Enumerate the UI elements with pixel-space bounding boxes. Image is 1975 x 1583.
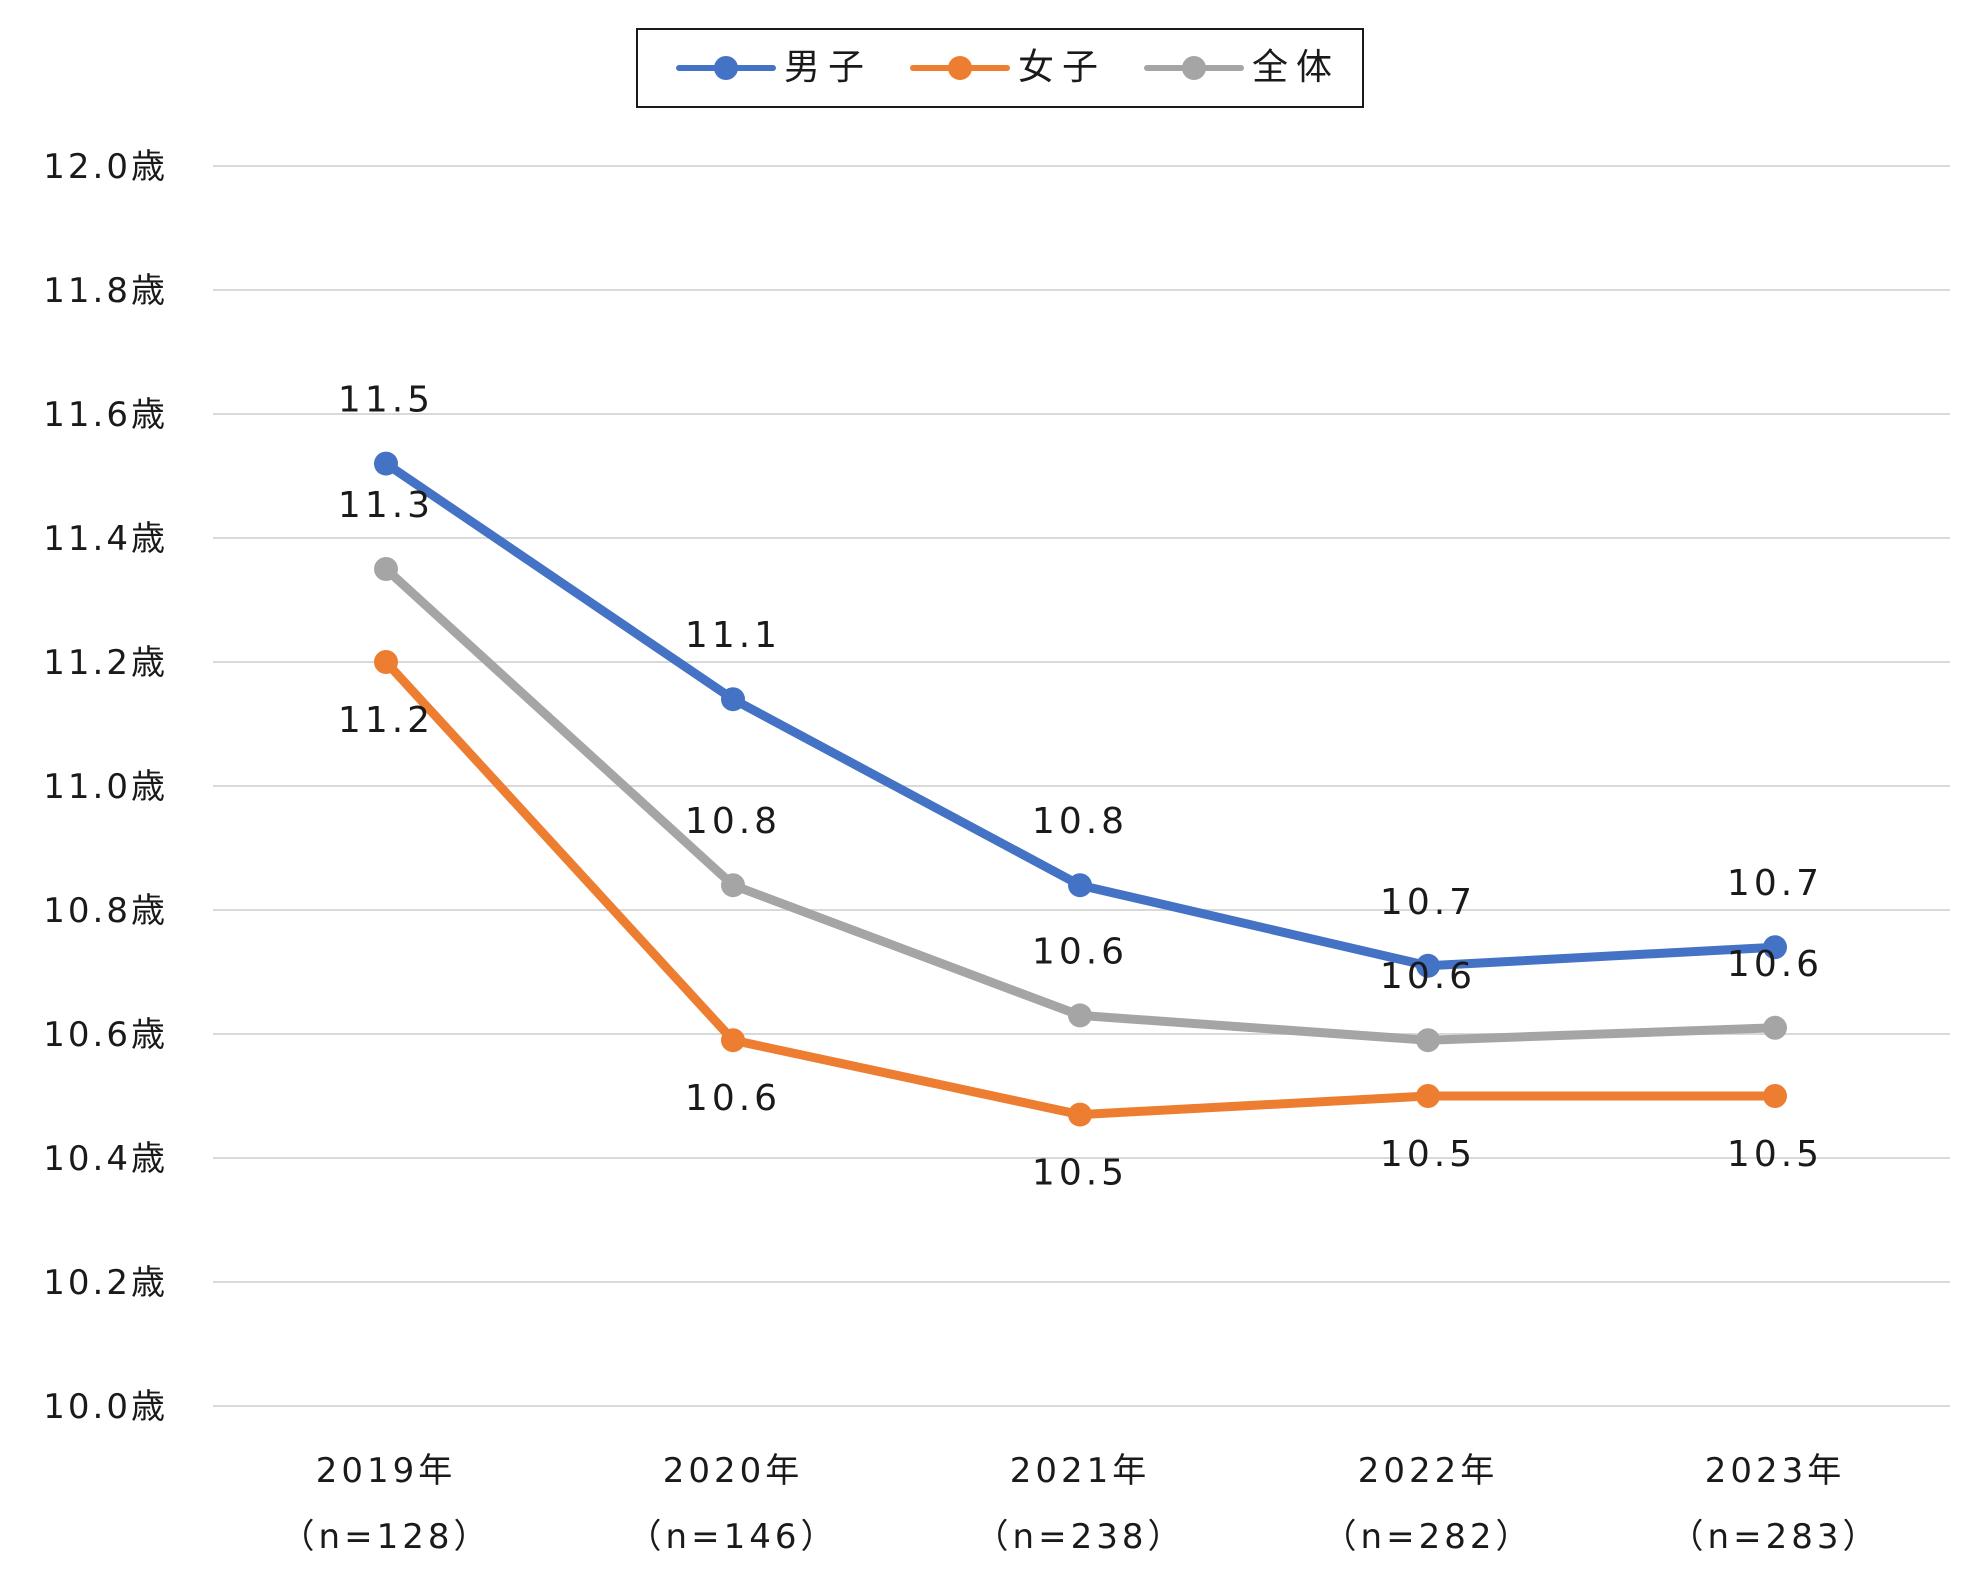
data-label: 11.3	[338, 485, 434, 526]
series-layer	[374, 451, 1787, 1127]
data-point	[1416, 1028, 1440, 1053]
legend-label-total: 全体	[1252, 47, 1341, 88]
x-tick-label: 2022年	[1358, 1451, 1499, 1491]
x-tick-sublabel: （n=283）	[1670, 1517, 1881, 1557]
legend-label-boys: 男子	[784, 47, 873, 88]
y-tick-label: 10.4歳	[43, 1139, 168, 1179]
data-point	[374, 650, 398, 674]
y-tick-label: 11.8歳	[43, 271, 168, 311]
y-tick-label: 10.6歳	[43, 1015, 168, 1055]
data-point	[721, 1028, 745, 1053]
data-point	[1763, 935, 1787, 960]
x-tick-sublabel: （n=146）	[628, 1517, 839, 1557]
gridlines	[213, 165, 1950, 1407]
data-label: 10.6	[1727, 944, 1823, 985]
y-tick-label: 11.6歳	[43, 395, 168, 435]
legend-swatch-total	[1144, 56, 1244, 80]
x-tick-label: 2019年	[316, 1451, 457, 1491]
series-1	[374, 650, 1787, 1127]
data-label: 10.5	[1032, 1153, 1128, 1194]
data-point	[721, 873, 745, 898]
data-point	[374, 451, 398, 476]
data-label: 10.6	[1032, 931, 1128, 972]
x-tick-sublabel: （n=128）	[281, 1517, 492, 1557]
data-label: 10.8	[1032, 801, 1128, 842]
data-label: 10.6	[685, 1078, 781, 1119]
series-2	[374, 557, 1787, 1053]
y-tick-label: 11.0歳	[43, 767, 168, 807]
x-tick-label: 2023年	[1705, 1451, 1846, 1491]
y-axis-ticks: 12.0歳 11.8歳 11.6歳 11.4歳 11.2歳 11.0歳 10.8歳 10.6歳…	[43, 147, 168, 1427]
y-tick-label: 11.2歳	[43, 643, 168, 683]
data-label: 10.7	[1380, 882, 1476, 923]
data-point	[1068, 873, 1092, 898]
series-0	[374, 451, 1787, 978]
legend-label-girls: 女子	[1018, 47, 1107, 88]
data-labels-layer: 11.5 11.1 10.8 10.7 10.7 11.2 10.6 10.5 10.5 10.5…	[338, 380, 1823, 1194]
y-tick-label: 12.0歳	[43, 147, 168, 187]
legend-swatch-boys	[676, 56, 776, 80]
chart-legend: 男子 女子 全体	[636, 28, 1364, 108]
data-point	[721, 687, 745, 712]
data-point	[1416, 1084, 1440, 1108]
y-tick-label: 10.8歳	[43, 891, 168, 931]
x-tick-label: 2020年	[663, 1451, 804, 1491]
data-label: 11.1	[685, 615, 781, 656]
x-tick-label: 2021年	[1010, 1451, 1151, 1491]
x-tick-sublabel: （n=238）	[975, 1517, 1186, 1557]
data-point	[374, 557, 398, 581]
y-tick-label: 11.4歳	[43, 519, 168, 559]
y-tick-label: 10.0歳	[43, 1387, 168, 1427]
x-tick-sublabel: （n=282）	[1323, 1517, 1534, 1557]
legend-swatch-girls	[910, 56, 1010, 80]
data-label: 11.2	[338, 700, 434, 741]
data-label: 10.6	[1380, 956, 1476, 997]
data-point	[1068, 1003, 1092, 1028]
data-label: 10.7	[1727, 863, 1823, 904]
y-tick-label: 10.2歳	[43, 1263, 168, 1303]
data-label: 10.5	[1380, 1134, 1476, 1175]
data-point	[1068, 1102, 1092, 1127]
x-axis-ticks: 2019年 （n=128） 2020年 （n=146） 2021年 （n=238） 2022…	[281, 1451, 1881, 1557]
data-point	[1763, 1015, 1787, 1040]
data-point	[1763, 1084, 1787, 1108]
data-label: 10.5	[1727, 1134, 1823, 1175]
data-point	[1416, 953, 1440, 978]
data-label: 11.5	[338, 380, 434, 421]
data-label: 10.8	[685, 801, 781, 842]
